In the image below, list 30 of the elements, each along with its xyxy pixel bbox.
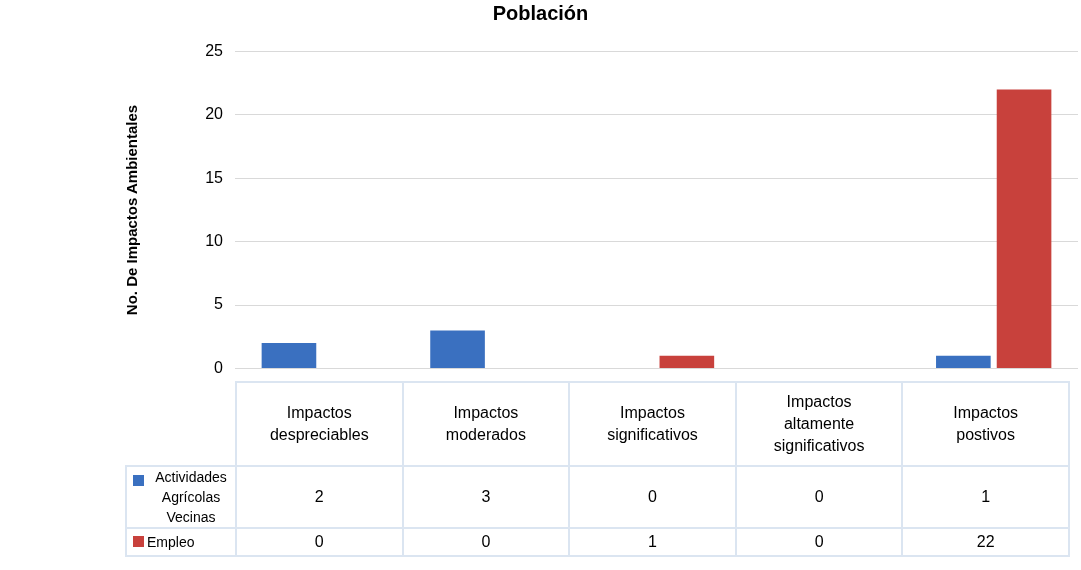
bar: [430, 330, 485, 368]
y-tick-label: 25: [205, 42, 224, 60]
y-tick-label: 20: [205, 105, 224, 123]
x-tick-label: Impactos significativos: [569, 382, 736, 466]
x-tick-label: Impactos altamente significativos: [735, 382, 903, 466]
y-axis-title: No. De Impactos Ambientales: [123, 104, 141, 316]
data-label: 0: [735, 528, 903, 556]
x-tick-label: Impactos moderados: [402, 382, 570, 466]
legend-label: Actividades Agrícolas Vecinas: [154, 468, 228, 527]
x-tick-label: Impactos postivos: [902, 382, 1069, 466]
chart-title: Población: [491, 2, 590, 25]
data-label: 0: [569, 466, 736, 528]
y-tick-label: 0: [214, 358, 224, 376]
bar: [936, 355, 991, 368]
data-label: 1: [902, 466, 1069, 528]
bar: [659, 355, 715, 368]
y-tick-label: 5: [214, 295, 224, 313]
x-tick-label: Impactos despreciables: [236, 382, 403, 466]
y-tick-label: 10: [205, 232, 224, 250]
data-label: 3: [402, 466, 570, 528]
data-label: 0: [236, 528, 403, 556]
data-label: 22: [902, 528, 1069, 556]
bar: [261, 343, 317, 368]
data-label: 1: [569, 528, 736, 556]
y-tick-label: 15: [205, 168, 224, 186]
data-label: 0: [402, 528, 570, 556]
data-label: 2: [236, 466, 403, 528]
bar: [996, 89, 1052, 368]
legend-label: Empleo: [146, 533, 196, 552]
data-label: 0: [735, 466, 903, 528]
